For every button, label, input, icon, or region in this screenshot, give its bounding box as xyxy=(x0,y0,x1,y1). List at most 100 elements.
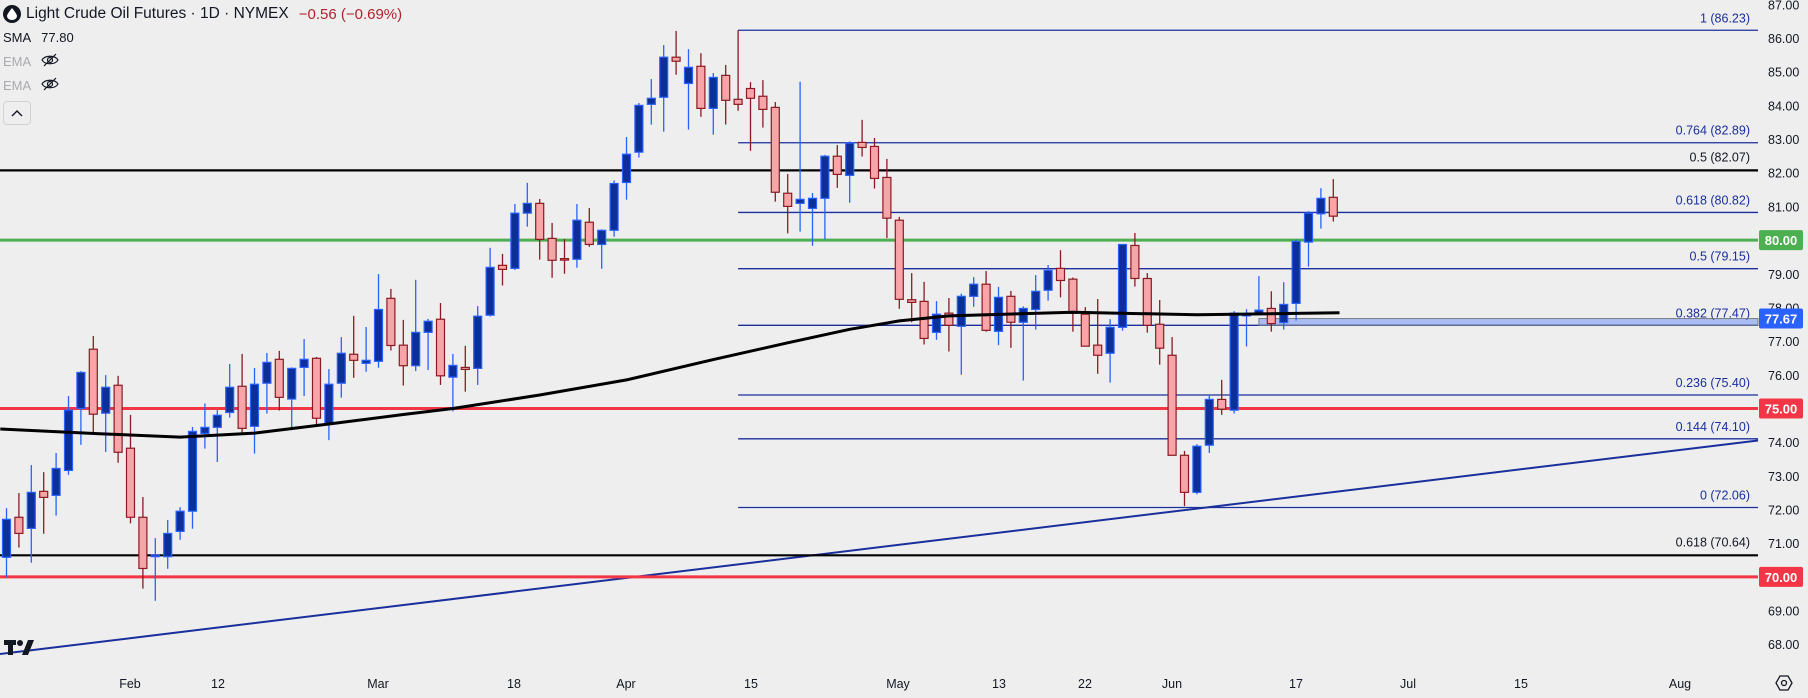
candle[interactable] xyxy=(249,368,260,454)
candle[interactable] xyxy=(845,141,855,203)
candle[interactable] xyxy=(1204,394,1214,453)
indicator-sma[interactable]: SMA 77.80 xyxy=(3,25,402,49)
candle[interactable] xyxy=(113,375,123,463)
candle[interactable] xyxy=(473,306,483,385)
candle[interactable] xyxy=(1155,300,1165,365)
candle[interactable] xyxy=(559,239,570,274)
candle[interactable] xyxy=(1192,444,1202,495)
candle[interactable] xyxy=(225,364,235,418)
candle[interactable] xyxy=(758,80,768,128)
indicator-ema-1[interactable]: EMA xyxy=(3,49,402,73)
eye-off-icon[interactable] xyxy=(41,53,59,70)
candle[interactable] xyxy=(311,356,322,426)
candle[interactable] xyxy=(535,198,545,260)
indicator-ema-2[interactable]: EMA xyxy=(3,73,402,97)
candle[interactable] xyxy=(832,145,842,188)
candle[interactable] xyxy=(621,137,632,200)
candle[interactable] xyxy=(398,319,408,386)
candle[interactable] xyxy=(783,174,793,234)
tradingview-logo[interactable] xyxy=(4,638,34,661)
candle[interactable] xyxy=(1142,273,1152,333)
candle[interactable] xyxy=(1031,275,1041,330)
candle[interactable] xyxy=(969,277,979,307)
candle[interactable] xyxy=(101,375,111,452)
candle[interactable] xyxy=(869,138,880,189)
candle[interactable] xyxy=(138,497,148,589)
candle[interactable] xyxy=(919,281,929,345)
candle[interactable] xyxy=(88,336,98,433)
candle[interactable] xyxy=(733,30,743,111)
symbol-title-row[interactable]: Light Crude Oil Futures · 1D · NYMEX −0.… xyxy=(3,3,402,25)
candle[interactable] xyxy=(1,508,12,578)
collapse-legend-button[interactable] xyxy=(3,101,31,125)
candle[interactable] xyxy=(1167,337,1177,456)
candle[interactable] xyxy=(584,208,594,247)
candle[interactable] xyxy=(460,345,470,392)
candle[interactable] xyxy=(857,119,867,157)
candle[interactable] xyxy=(820,154,830,240)
candle[interactable] xyxy=(1055,250,1066,298)
candle[interactable] xyxy=(931,301,942,340)
candle[interactable] xyxy=(1093,299,1103,374)
candle[interactable] xyxy=(187,427,198,529)
candle[interactable] xyxy=(1328,179,1338,222)
candle[interactable] xyxy=(175,507,185,540)
candle[interactable] xyxy=(435,303,446,385)
candle[interactable] xyxy=(349,315,359,378)
candle[interactable] xyxy=(39,472,49,534)
candle[interactable] xyxy=(956,293,966,375)
candle[interactable] xyxy=(572,204,582,268)
candle[interactable] xyxy=(597,229,607,269)
gear-icon[interactable] xyxy=(1774,673,1794,698)
candle[interactable] xyxy=(336,337,346,398)
candle[interactable] xyxy=(14,493,24,548)
candle[interactable] xyxy=(1303,211,1314,267)
candle[interactable] xyxy=(634,103,644,158)
candle[interactable] xyxy=(373,274,384,368)
candle[interactable] xyxy=(274,350,284,411)
candle[interactable] xyxy=(795,81,805,232)
candle[interactable] xyxy=(510,204,520,271)
candle[interactable] xyxy=(1043,265,1053,301)
candle[interactable] xyxy=(237,353,247,435)
time-axis[interactable]: Feb 12 Mar 18 Apr 15 May 13 22 Jun 17 Jul 15 Aug xyxy=(119,677,1691,691)
candle[interactable] xyxy=(324,369,334,441)
candle[interactable] xyxy=(1018,306,1028,381)
candle[interactable] xyxy=(894,216,904,309)
candle[interactable] xyxy=(361,326,371,372)
candle[interactable] xyxy=(721,64,731,125)
candle[interactable] xyxy=(609,180,619,237)
candle[interactable] xyxy=(51,452,61,516)
candle[interactable] xyxy=(708,73,718,135)
candle[interactable] xyxy=(1279,282,1289,330)
candle[interactable] xyxy=(1068,277,1078,332)
candle[interactable] xyxy=(485,247,495,317)
candle[interactable] xyxy=(1130,233,1140,287)
candle[interactable] xyxy=(683,49,694,130)
candle[interactable] xyxy=(522,182,532,227)
candle[interactable] xyxy=(944,298,954,352)
candle[interactable] xyxy=(497,253,508,286)
candle[interactable] xyxy=(163,519,173,569)
candle[interactable] xyxy=(63,396,74,475)
candle[interactable] xyxy=(1179,450,1190,507)
eye-off-icon[interactable] xyxy=(41,77,59,94)
candle[interactable] xyxy=(200,403,210,449)
candle[interactable] xyxy=(1105,319,1115,383)
candle[interactable] xyxy=(547,222,557,278)
candle[interactable] xyxy=(1217,379,1227,415)
candle[interactable] xyxy=(993,286,1004,346)
candle[interactable] xyxy=(299,339,309,397)
candle[interactable] xyxy=(646,79,656,125)
candle[interactable] xyxy=(411,279,421,372)
candle[interactable] xyxy=(981,271,991,332)
candle[interactable] xyxy=(745,82,756,151)
candle[interactable] xyxy=(1006,290,1016,348)
candle[interactable] xyxy=(1254,276,1264,315)
candle[interactable] xyxy=(1117,243,1128,331)
candle[interactable] xyxy=(1229,311,1239,414)
candle[interactable] xyxy=(26,465,36,563)
candle[interactable] xyxy=(696,53,706,117)
candle[interactable] xyxy=(287,367,297,428)
